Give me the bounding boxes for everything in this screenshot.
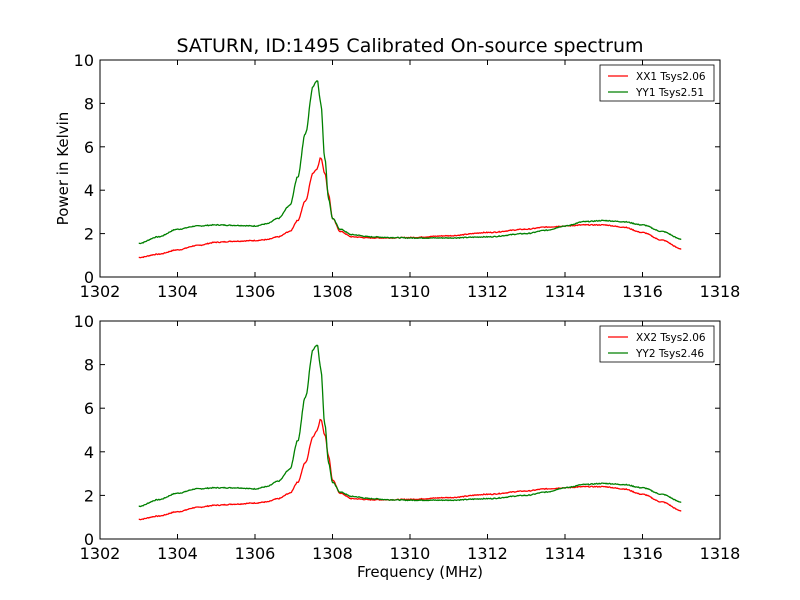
legend-box bbox=[599, 325, 715, 363]
figure-title: SATURN, ID:1495 Calibrated On-source spe… bbox=[176, 35, 643, 57]
y-axis-label: Power in Kelvin bbox=[54, 112, 72, 226]
x-tick-label: 1310 bbox=[390, 282, 431, 301]
x-tick-label: 1312 bbox=[467, 282, 508, 301]
y-tick-label: 0 bbox=[84, 530, 94, 549]
x-tick-label: 1304 bbox=[157, 544, 198, 563]
legend-label: YY1 Tsys2.51 bbox=[635, 87, 704, 99]
x-tick-label: 1316 bbox=[622, 544, 663, 563]
y-tick-label: 2 bbox=[84, 225, 94, 244]
x-tick-label: 1318 bbox=[700, 282, 741, 301]
x-tick-label: 1310 bbox=[390, 544, 431, 563]
y-tick-label: 10 bbox=[74, 312, 94, 331]
x-tick-label: 1312 bbox=[467, 544, 508, 563]
series-line-2 bbox=[138, 344, 682, 508]
y-tick-label: 4 bbox=[84, 181, 94, 200]
y-tick-label: 8 bbox=[84, 356, 94, 375]
series-line-2 bbox=[138, 80, 682, 245]
x-tick-label: 1314 bbox=[545, 544, 586, 563]
legend-label: YY2 Tsys2.46 bbox=[635, 348, 704, 360]
y-tick-label: 8 bbox=[84, 94, 94, 113]
legend-label: XX1 Tsys2.06 bbox=[636, 71, 706, 83]
chart-panel-2: 1302 1304 1306 1308 1310 1312 1314 1316 1318 0 2 4 6… bbox=[74, 312, 741, 581]
legend-box bbox=[599, 64, 715, 102]
x-tick-label: 1314 bbox=[545, 282, 586, 301]
y-tick-label: 4 bbox=[84, 443, 94, 462]
legend-label: XX2 Tsys2.06 bbox=[636, 332, 706, 344]
y-tick-label: 2 bbox=[84, 486, 94, 505]
x-tick-label: 1304 bbox=[157, 282, 198, 301]
y-tick-label: 0 bbox=[84, 268, 94, 287]
x-tick-label: 1308 bbox=[312, 282, 353, 301]
x-tick-label: 1306 bbox=[235, 544, 276, 563]
legend: XX1 Tsys2.06 YY1 Tsys2.51 bbox=[599, 64, 715, 102]
x-tick-label: 1316 bbox=[622, 282, 663, 301]
y-tick-label: 6 bbox=[84, 399, 94, 418]
y-tick-label: 10 bbox=[74, 51, 94, 70]
chart-panel-1: 1302 1304 1306 1308 1310 1312 1314 1316 1318 0 2 4 6… bbox=[54, 51, 740, 301]
legend: XX2 Tsys2.06 YY2 Tsys2.46 bbox=[599, 325, 715, 363]
x-tick-label: 1318 bbox=[700, 544, 741, 563]
x-tick-label: 1308 bbox=[312, 544, 353, 563]
series-line-1 bbox=[138, 418, 682, 521]
y-tick-label: 6 bbox=[84, 138, 94, 157]
x-tick-label: 1306 bbox=[235, 282, 276, 301]
x-tick-label: 1302 bbox=[80, 544, 121, 563]
x-axis-label: Frequency (MHz) bbox=[357, 563, 483, 581]
x-tick-label: 1302 bbox=[80, 282, 121, 301]
